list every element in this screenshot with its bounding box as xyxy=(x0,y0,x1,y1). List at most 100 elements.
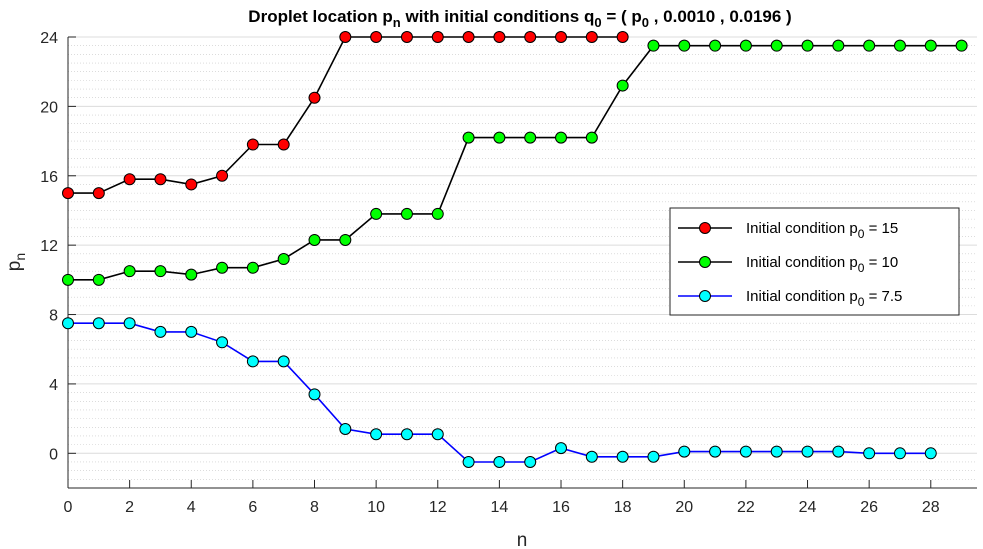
data-point xyxy=(62,187,74,200)
data-point xyxy=(801,39,814,52)
legend-marker xyxy=(699,222,711,234)
data-point xyxy=(154,173,167,186)
data-point xyxy=(678,39,691,52)
data-point xyxy=(154,325,167,338)
data-point xyxy=(246,355,259,368)
data-point xyxy=(185,325,198,338)
x-tick-label: 18 xyxy=(614,499,632,516)
series-2 xyxy=(62,39,968,286)
legend-marker xyxy=(699,256,711,268)
data-point xyxy=(92,317,105,330)
data-point xyxy=(62,273,74,286)
data-point xyxy=(647,39,660,52)
data-point xyxy=(400,207,413,220)
data-point xyxy=(524,131,537,144)
data-point xyxy=(246,138,259,151)
data-point xyxy=(555,442,568,455)
data-point xyxy=(524,455,537,468)
chart-title: Droplet location pn with initial conditi… xyxy=(248,7,791,30)
y-tick-label: 24 xyxy=(40,30,58,47)
data-point xyxy=(308,233,321,246)
data-point xyxy=(400,31,413,43)
data-point xyxy=(462,31,475,43)
data-point xyxy=(339,31,352,43)
y-tick-label: 20 xyxy=(40,99,58,116)
x-tick-label: 28 xyxy=(922,499,940,516)
data-point xyxy=(431,428,444,441)
data-point xyxy=(955,39,968,52)
x-tick-label: 0 xyxy=(64,499,73,516)
data-point xyxy=(185,268,198,281)
data-point xyxy=(277,355,290,368)
x-tick-label: 24 xyxy=(799,499,817,516)
x-tick-label: 12 xyxy=(429,499,447,516)
data-point xyxy=(832,445,845,458)
data-point xyxy=(216,169,229,182)
data-point xyxy=(92,273,105,286)
legend-entry-label: Initial condition p0 = 15 xyxy=(746,220,898,241)
x-tick-label: 4 xyxy=(187,499,196,516)
y-tick-label: 12 xyxy=(40,238,58,255)
y-tick-label: 8 xyxy=(49,308,58,325)
data-point xyxy=(431,31,444,43)
data-point xyxy=(616,79,629,92)
data-point xyxy=(462,131,475,144)
legend-entry-label: Initial condition p0 = 10 xyxy=(746,254,898,275)
x-tick-label: 20 xyxy=(675,499,693,516)
y-axis-label: pn xyxy=(4,253,28,271)
data-point xyxy=(154,265,167,278)
series-3 xyxy=(62,317,937,468)
data-point xyxy=(277,253,290,266)
data-point xyxy=(739,39,752,52)
data-point xyxy=(863,39,876,52)
data-point xyxy=(370,207,383,220)
data-point xyxy=(308,91,321,104)
data-point xyxy=(863,447,876,460)
data-point xyxy=(62,317,74,330)
data-point xyxy=(832,39,845,52)
data-point xyxy=(462,455,475,468)
x-tick-label: 26 xyxy=(860,499,878,516)
data-point xyxy=(339,423,352,436)
legend-marker xyxy=(699,290,711,302)
y-tick-label: 16 xyxy=(40,169,58,186)
y-tick-label: 0 xyxy=(49,446,58,463)
plot-series xyxy=(62,31,968,468)
data-point xyxy=(585,31,598,43)
data-point xyxy=(370,31,383,43)
data-point xyxy=(123,265,136,278)
data-point xyxy=(739,445,752,458)
x-tick-label: 14 xyxy=(490,499,508,516)
x-tick-label: 6 xyxy=(248,499,257,516)
data-point xyxy=(185,178,198,191)
data-point xyxy=(801,445,814,458)
data-point xyxy=(616,450,629,463)
x-tick-label: 8 xyxy=(310,499,319,516)
data-point xyxy=(647,450,660,463)
data-point xyxy=(493,131,506,144)
data-point xyxy=(92,187,105,200)
data-point xyxy=(893,447,906,460)
data-point xyxy=(493,31,506,43)
data-point xyxy=(216,336,229,349)
y-tick-label: 4 xyxy=(49,377,58,394)
data-point xyxy=(370,428,383,441)
data-point xyxy=(123,173,136,186)
data-point xyxy=(893,39,906,52)
data-point xyxy=(924,39,937,52)
data-point xyxy=(216,261,229,274)
data-point xyxy=(400,428,413,441)
legend-entry-label: Initial condition p0 = 7.5 xyxy=(746,288,902,309)
x-tick-label: 16 xyxy=(552,499,570,516)
data-point xyxy=(246,261,259,274)
data-point xyxy=(709,39,722,52)
x-axis-label: n xyxy=(517,530,528,549)
data-point xyxy=(339,233,352,246)
series-1 xyxy=(62,31,629,200)
x-tick-label: 10 xyxy=(367,499,385,516)
data-point xyxy=(431,207,444,220)
data-point xyxy=(585,131,598,144)
x-tick-label: 22 xyxy=(737,499,755,516)
data-point xyxy=(277,138,290,151)
